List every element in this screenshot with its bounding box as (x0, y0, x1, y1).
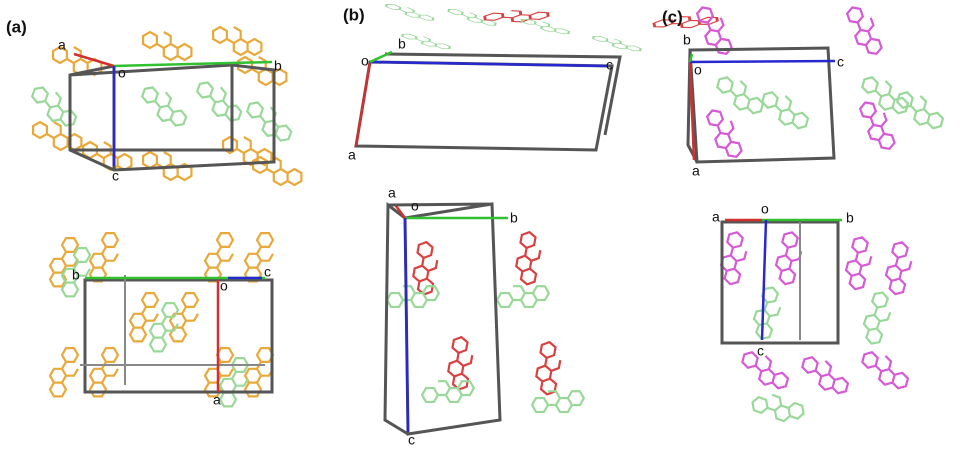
axis-label: c (757, 343, 764, 359)
axis-c (690, 61, 835, 62)
molecule (143, 32, 191, 60)
axis-label: o (220, 278, 228, 294)
axis-label: a (692, 163, 700, 179)
molecule (858, 350, 912, 390)
axis-label: o (694, 62, 702, 78)
molecule (420, 367, 476, 415)
molecule (592, 35, 641, 52)
molecule (749, 287, 785, 339)
molecule (893, 90, 947, 130)
axis-label: a (348, 147, 356, 163)
molecule (713, 75, 767, 115)
molecule (137, 85, 192, 128)
panel-label: (a) (6, 17, 27, 36)
molecule (879, 241, 919, 295)
axis-b (370, 52, 392, 62)
axis-a (356, 62, 370, 146)
molecule (758, 90, 812, 130)
panel-label: (b) (343, 5, 365, 24)
molecule (213, 27, 261, 55)
molecule (484, 6, 548, 27)
figure: a o b c b c o a (0, 0, 960, 455)
molecule (90, 348, 118, 396)
axis-label: b (846, 210, 854, 226)
molecule (33, 122, 81, 150)
molecule (738, 350, 792, 390)
view-b-bottom: a o b c (385, 185, 586, 448)
view-c-top: b o c a (683, 4, 947, 178)
unit-cell (385, 204, 500, 434)
molecule (27, 85, 82, 128)
axis-label: a (388, 185, 396, 201)
view-c-bottom: a o b c (712, 201, 918, 426)
molecule (859, 292, 895, 344)
molecule (50, 348, 78, 396)
molecule (402, 33, 451, 50)
molecule (752, 390, 804, 426)
molecule (839, 236, 879, 290)
axis-label: c (264, 264, 271, 280)
molecule (507, 231, 550, 286)
axis-label: o (411, 198, 419, 214)
unit-cell (722, 222, 838, 343)
view-a-bottom: b c o a (50, 233, 273, 408)
molecule (130, 293, 158, 341)
molecule (858, 75, 912, 115)
molecule (530, 377, 586, 425)
axis-label: o (361, 53, 369, 69)
molecule (245, 348, 273, 396)
panel-label: (c) (662, 7, 683, 26)
molecule (385, 272, 441, 320)
axis-c (762, 220, 766, 340)
molecule (850, 99, 905, 151)
axis-label: c (837, 54, 844, 70)
axis-label: b (398, 36, 406, 52)
axis-label: a (712, 209, 720, 225)
axis-label: a (58, 37, 66, 53)
unit-cell (688, 48, 834, 162)
molecule (192, 80, 247, 123)
axis-label: c (408, 432, 415, 448)
molecule (90, 233, 118, 281)
axis-label: b (683, 32, 691, 48)
molecule (714, 231, 754, 285)
molecule (205, 233, 233, 281)
axis-label: o (761, 201, 769, 217)
molecule (697, 107, 752, 159)
axis-label: a (213, 392, 221, 408)
unit-cell (356, 54, 620, 150)
axis-label: b (72, 267, 80, 283)
axis-label: b (274, 58, 282, 74)
molecule (521, 18, 570, 35)
molecule (242, 100, 297, 143)
molecule (527, 341, 570, 396)
axis-label: c (606, 57, 613, 73)
view-a-top: a o b c (27, 27, 302, 185)
molecule (837, 4, 892, 56)
axis-c (405, 218, 408, 432)
axis-label: c (112, 168, 119, 184)
axis-label: b (510, 210, 518, 226)
axis-b (114, 62, 272, 66)
axis-label: o (118, 65, 126, 81)
molecule (769, 231, 809, 285)
molecule (798, 355, 852, 395)
molecule (385, 3, 434, 21)
molecule (448, 8, 497, 26)
